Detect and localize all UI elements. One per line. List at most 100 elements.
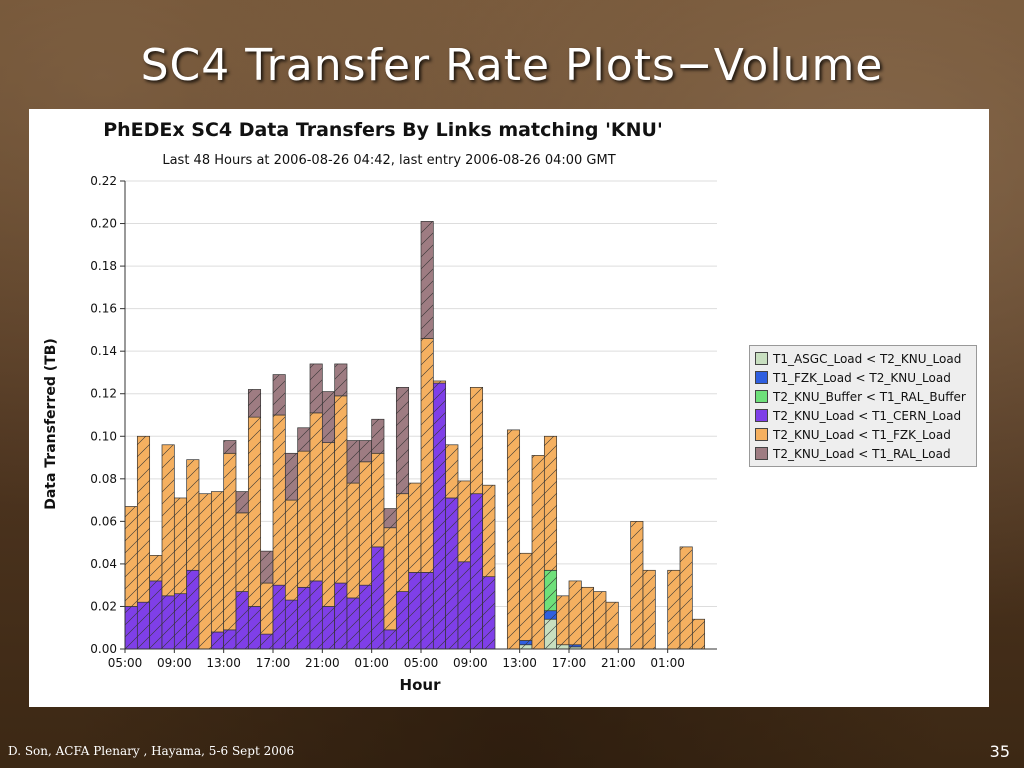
- y-tick-label: 0.12: [90, 387, 117, 401]
- bar-hatch: [310, 580, 323, 649]
- bar-segment: [136, 601, 151, 650]
- bar-hatch: [248, 606, 261, 649]
- x-tick-label: 21:00: [305, 656, 340, 670]
- bar-hatch: [236, 512, 249, 592]
- slide-title: SC4 Transfer Rate Plots−Volume: [140, 40, 884, 91]
- bar-segment: [519, 644, 533, 650]
- bar-hatch: [569, 644, 582, 647]
- chart-subtitle: Last 48 Hours at 2006-08-26 04:42, last …: [162, 153, 615, 168]
- legend-item: T2_KNU_Load < T1_CERN_Load: [755, 406, 971, 425]
- bar-segment: [371, 452, 385, 548]
- bar-hatch: [223, 440, 236, 454]
- bar-segment: [124, 606, 138, 650]
- bar-hatch: [371, 453, 384, 547]
- bar-segment: [358, 440, 373, 463]
- x-tick-label: 09:00: [157, 656, 192, 670]
- bar-hatch: [149, 555, 162, 581]
- bar-hatch: [199, 493, 212, 649]
- bar-segment: [247, 606, 262, 650]
- bar-segment: [420, 572, 434, 650]
- bar-segment: [506, 429, 521, 650]
- bar-hatch: [470, 387, 483, 494]
- bar-hatch: [680, 546, 693, 649]
- bar-segment: [149, 580, 163, 650]
- x-tick-label: 01:00: [354, 656, 389, 670]
- legend-swatch: [755, 352, 768, 365]
- bar-segment: [420, 221, 434, 339]
- legend-label: T2_KNU_Load < T1_RAL_Load: [773, 446, 951, 461]
- bar-hatch: [532, 455, 545, 649]
- bar-hatch: [285, 453, 298, 501]
- bar-hatch: [322, 442, 335, 607]
- bar-segment: [272, 584, 286, 650]
- bar-hatch: [556, 644, 569, 649]
- y-tick-label: 0.14: [90, 344, 117, 358]
- x-tick-label: 01:00: [650, 656, 685, 670]
- legend-item: T1_ASGC_Load < T2_KNU_Load: [755, 349, 971, 368]
- bar-segment: [235, 491, 249, 514]
- bar-segment: [383, 508, 397, 529]
- bar-segment: [482, 576, 496, 650]
- y-tick-label: 0.08: [90, 472, 117, 486]
- bar-hatch: [643, 570, 656, 649]
- page-number: 35: [989, 742, 1010, 761]
- bar-hatch: [310, 412, 323, 581]
- bar-hatch: [421, 338, 434, 573]
- footer-text: D. Son, ACFA Plenary , Hayama, 5-6 Sept …: [8, 744, 295, 758]
- legend-label: T1_ASGC_Load < T2_KNU_Load: [773, 351, 962, 366]
- legend-swatch: [755, 447, 768, 460]
- bar-segment: [383, 527, 397, 631]
- bar-segment: [149, 555, 163, 582]
- y-tick-label: 0.18: [90, 259, 117, 273]
- y-axis-label: Data Transferred (TB): [43, 338, 59, 510]
- legend-label: T2_KNU_Load < T1_FZK_Load: [773, 427, 951, 442]
- bar-hatch: [260, 551, 273, 584]
- bar-hatch: [310, 363, 323, 413]
- bar-hatch: [334, 395, 347, 584]
- bar-segment: [556, 595, 570, 646]
- bar-hatch: [581, 587, 594, 649]
- bar-segment: [284, 499, 299, 601]
- bar-hatch: [408, 483, 421, 573]
- bar-segment: [161, 444, 175, 597]
- bar-segment: [543, 610, 558, 620]
- bar-hatch: [186, 570, 199, 649]
- bar-hatch: [470, 493, 483, 649]
- y-tick-label: 0.00: [90, 642, 117, 656]
- bar-hatch: [236, 491, 249, 513]
- x-axis-label: Hour: [400, 676, 442, 694]
- bar-hatch: [421, 572, 434, 649]
- y-tick-label: 0.10: [90, 429, 117, 443]
- bar-segment: [223, 629, 237, 650]
- bar-hatch: [260, 583, 273, 635]
- bar-segment: [432, 380, 447, 384]
- bar-hatch: [433, 383, 446, 649]
- bar-hatch: [162, 595, 175, 649]
- bar-segment: [432, 382, 447, 650]
- y-tick-label: 0.20: [90, 217, 117, 231]
- bar-segment: [445, 444, 459, 499]
- bar-hatch: [421, 221, 434, 339]
- bar-segment: [395, 591, 410, 650]
- bar-hatch: [359, 461, 372, 586]
- bar-segment: [297, 586, 311, 650]
- bar-segment: [531, 455, 545, 650]
- bar-hatch: [569, 646, 582, 649]
- bar-segment: [556, 644, 570, 650]
- bar-hatch: [248, 389, 261, 418]
- bar-segment: [482, 484, 496, 578]
- bar-hatch: [433, 380, 446, 384]
- bar-segment: [543, 618, 558, 650]
- bar-hatch: [223, 629, 236, 649]
- bar-hatch: [285, 500, 298, 601]
- bar-segment: [186, 569, 200, 650]
- bar-segment: [469, 386, 484, 495]
- bar-hatch: [347, 483, 360, 598]
- bar-segment: [543, 569, 558, 612]
- bar-segment: [630, 521, 644, 650]
- bar-hatch: [630, 521, 643, 649]
- stacked-bar-chart: PhEDEx SC4 Data Transfers By Links match…: [43, 119, 717, 694]
- bar-hatch: [236, 591, 249, 649]
- chart-title: PhEDEx SC4 Data Transfers By Links match…: [103, 119, 663, 141]
- bars: [124, 221, 706, 650]
